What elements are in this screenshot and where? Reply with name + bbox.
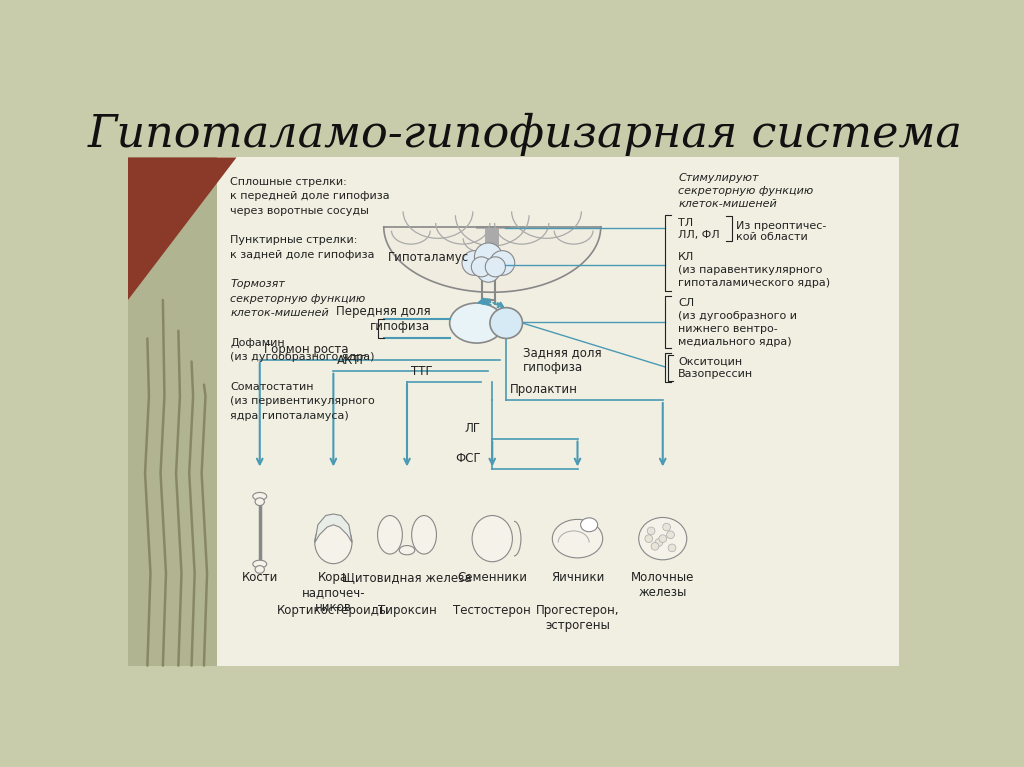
Text: ТТГ: ТТГ bbox=[411, 365, 432, 377]
Text: КЛ: КЛ bbox=[678, 252, 694, 262]
Bar bbox=[128, 157, 217, 666]
Text: Гипоталамус: Гипоталамус bbox=[388, 251, 469, 264]
Circle shape bbox=[645, 535, 652, 542]
Ellipse shape bbox=[489, 308, 522, 338]
Ellipse shape bbox=[639, 518, 687, 560]
Text: клеток-мишеней: клеток-мишеней bbox=[678, 199, 777, 209]
Circle shape bbox=[658, 535, 667, 542]
Circle shape bbox=[651, 542, 658, 550]
Text: Пунктирные стрелки:: Пунктирные стрелки: bbox=[230, 235, 357, 245]
Text: Кортикостероиды: Кортикостероиды bbox=[278, 604, 389, 617]
Text: Гормон роста: Гормон роста bbox=[263, 343, 348, 356]
Text: через воротные сосуды: через воротные сосуды bbox=[230, 206, 370, 216]
Circle shape bbox=[474, 243, 503, 271]
Text: Из преоптичес-
кой области: Из преоптичес- кой области bbox=[735, 221, 826, 242]
Circle shape bbox=[667, 531, 675, 538]
Text: гипоталамического ядра): гипоталамического ядра) bbox=[678, 278, 830, 288]
Ellipse shape bbox=[314, 522, 352, 564]
Text: нижнего вентро-: нижнего вентро- bbox=[678, 324, 778, 334]
Text: Яичники: Яичники bbox=[551, 571, 604, 584]
Text: Кости: Кости bbox=[242, 571, 278, 584]
Ellipse shape bbox=[253, 560, 266, 568]
Ellipse shape bbox=[255, 565, 264, 573]
Text: Вазопрессин: Вазопрессин bbox=[678, 369, 754, 379]
Circle shape bbox=[485, 257, 506, 277]
Text: Стимулируют: Стимулируют bbox=[678, 173, 759, 183]
Text: секреторную функцию: секреторную функцию bbox=[678, 186, 813, 196]
Bar bbox=[217, 157, 899, 666]
Text: (из дугообразного ядра): (из дугообразного ядра) bbox=[230, 352, 375, 362]
Text: медиального ядра): медиального ядра) bbox=[678, 337, 792, 347]
Text: Кора
надпочеч-
ников: Кора надпочеч- ников bbox=[301, 571, 366, 614]
Ellipse shape bbox=[450, 303, 504, 343]
Circle shape bbox=[655, 538, 663, 546]
Text: (из паравентикулярного: (из паравентикулярного bbox=[678, 265, 822, 275]
Text: ФСГ: ФСГ bbox=[455, 453, 480, 466]
Polygon shape bbox=[128, 157, 237, 300]
Text: Соматостатин: Соматостатин bbox=[230, 381, 313, 392]
Text: Молочные
железы: Молочные железы bbox=[631, 571, 694, 599]
Text: к передней доле гипофиза: к передней доле гипофиза bbox=[230, 192, 390, 202]
Text: Прогестерон,
эстрогены: Прогестерон, эстрогены bbox=[536, 604, 620, 632]
Polygon shape bbox=[314, 514, 352, 542]
Text: ЛЛ, ФЛ: ЛЛ, ФЛ bbox=[678, 230, 720, 240]
Circle shape bbox=[647, 527, 655, 535]
Text: клеток-мишеней: клеток-мишеней bbox=[230, 308, 329, 318]
Circle shape bbox=[471, 257, 492, 277]
Circle shape bbox=[477, 259, 500, 282]
Text: (из перивентикулярного: (из перивентикулярного bbox=[230, 397, 375, 407]
Text: ТЛ: ТЛ bbox=[678, 218, 693, 228]
Text: Окситоцин: Окситоцин bbox=[678, 356, 742, 366]
Polygon shape bbox=[384, 227, 601, 292]
Text: Семенники: Семенники bbox=[458, 571, 527, 584]
Text: Задняя доля
гипофиза: Задняя доля гипофиза bbox=[523, 346, 602, 374]
Text: к задней доле гипофиза: к задней доле гипофиза bbox=[230, 250, 375, 260]
Ellipse shape bbox=[255, 498, 264, 505]
Text: Тироксин: Тироксин bbox=[378, 604, 436, 617]
Text: Тормозят: Тормозят bbox=[230, 279, 285, 289]
Text: ЛГ: ЛГ bbox=[465, 422, 480, 435]
Text: Щитовидная железа: Щитовидная железа bbox=[342, 571, 472, 584]
Text: Передняя доля
гипофиза: Передняя доля гипофиза bbox=[336, 305, 430, 333]
Ellipse shape bbox=[552, 519, 603, 558]
Text: СЛ: СЛ bbox=[678, 298, 694, 308]
Ellipse shape bbox=[412, 515, 436, 554]
Circle shape bbox=[669, 544, 676, 551]
Ellipse shape bbox=[378, 515, 402, 554]
Circle shape bbox=[462, 251, 486, 275]
Text: Дофамин: Дофамин bbox=[230, 337, 285, 347]
Text: (из дугообразного и: (из дугообразного и bbox=[678, 311, 798, 321]
Ellipse shape bbox=[581, 518, 598, 532]
Text: секреторную функцию: секреторную функцию bbox=[230, 294, 366, 304]
Circle shape bbox=[489, 251, 515, 275]
Text: Сплошные стрелки:: Сплошные стрелки: bbox=[230, 176, 347, 186]
Text: Гипоталамо-гипофизарная система: Гипоталамо-гипофизарная система bbox=[87, 113, 963, 156]
Ellipse shape bbox=[253, 492, 266, 500]
Circle shape bbox=[663, 523, 671, 531]
Text: Тестостерон: Тестостерон bbox=[454, 604, 531, 617]
Ellipse shape bbox=[472, 515, 512, 561]
Text: Пролактин: Пролактин bbox=[510, 384, 578, 397]
Text: ядра гипоталамуса): ядра гипоталамуса) bbox=[230, 411, 349, 421]
Text: АКТГ: АКТГ bbox=[337, 354, 368, 367]
Ellipse shape bbox=[399, 545, 415, 555]
